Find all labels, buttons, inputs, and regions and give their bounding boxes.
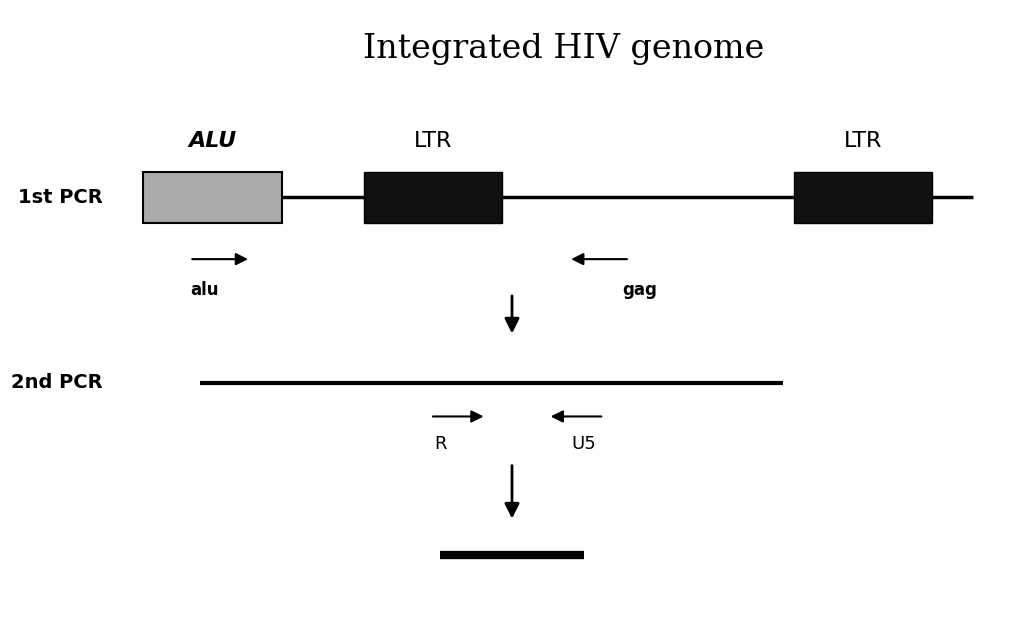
Text: alu: alu <box>190 281 219 299</box>
Text: LTR: LTR <box>414 131 452 151</box>
Bar <box>364 172 502 223</box>
Bar <box>143 172 282 223</box>
Text: 2nd PCR: 2nd PCR <box>11 373 102 392</box>
Text: LTR: LTR <box>844 131 882 151</box>
Bar <box>794 172 932 223</box>
Text: Integrated HIV genome: Integrated HIV genome <box>362 33 764 65</box>
Text: ALU: ALU <box>188 131 237 151</box>
Text: 1st PCR: 1st PCR <box>17 188 102 207</box>
Text: U5: U5 <box>571 435 596 453</box>
Text: R: R <box>434 435 446 453</box>
Text: gag: gag <box>623 281 657 299</box>
